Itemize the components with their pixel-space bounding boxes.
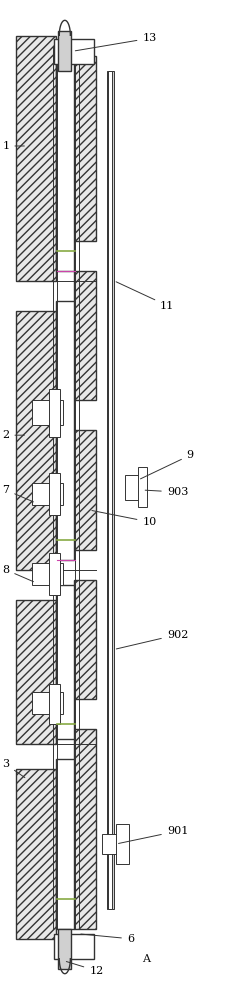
Bar [49,473,60,515]
Bar [106,71,113,909]
Bar [73,430,95,550]
Bar [16,36,56,281]
Bar [137,467,146,507]
Text: 6: 6 [81,934,133,944]
Text: 8: 8 [2,565,33,582]
Bar [73,271,95,400]
Bar [56,759,73,929]
Bar [58,929,71,969]
Bar [124,475,140,500]
Text: 11: 11 [116,282,174,311]
Text: 9: 9 [140,450,193,479]
Text: 1: 1 [2,141,24,151]
Bar [31,400,62,425]
Bar [73,729,95,929]
Text: 902: 902 [116,630,187,649]
Text: 7: 7 [2,485,33,502]
Bar [31,563,62,585]
Bar [73,56,95,241]
Bar [31,692,62,714]
Bar [115,824,128,864]
Bar [49,553,60,595]
Text: 10: 10 [91,511,156,527]
Bar [54,934,93,959]
Bar [102,834,124,854]
Bar [49,389,60,437]
Text: 901: 901 [118,826,187,843]
Text: 12: 12 [66,962,103,976]
Text: 2: 2 [2,430,24,440]
Text: 13: 13 [75,33,156,51]
Bar [108,71,112,909]
Text: A: A [142,954,150,964]
Bar [56,301,73,560]
Bar [49,684,60,724]
Text: 903: 903 [145,487,187,497]
Bar [16,311,56,570]
Text: 3: 3 [2,759,25,778]
Bar [54,39,93,64]
Bar [31,483,62,505]
Bar [56,46,73,271]
Bar [16,600,56,744]
Bar [58,31,71,71]
Bar [16,769,56,939]
Bar [73,580,95,699]
Bar [56,585,73,739]
